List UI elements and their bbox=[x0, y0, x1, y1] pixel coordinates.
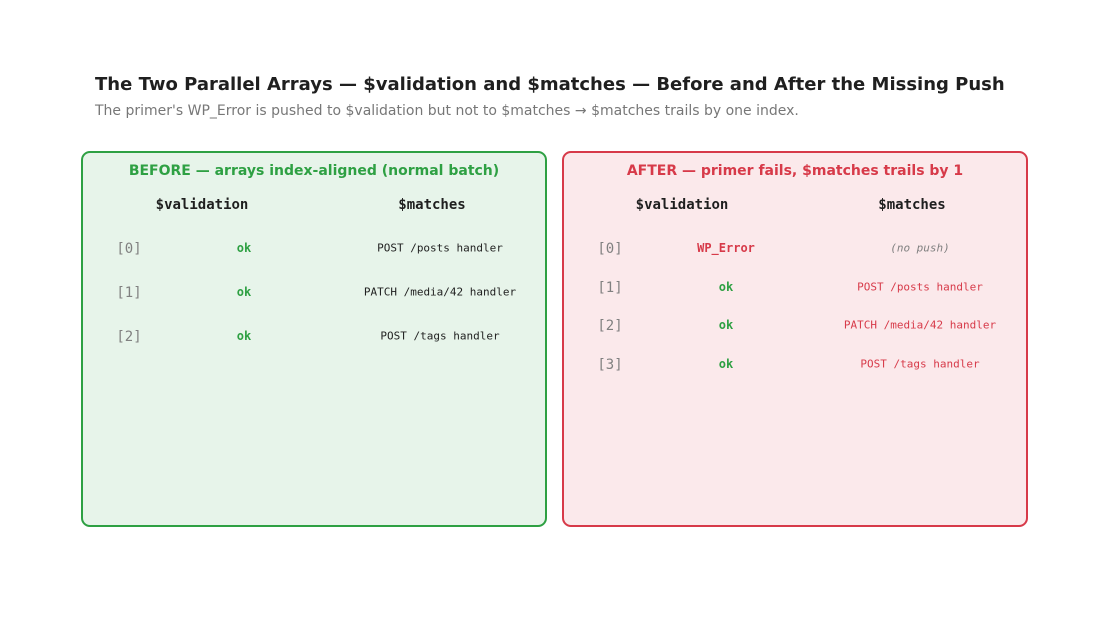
after-row-index: [2] bbox=[597, 318, 623, 334]
before-row-match: PATCH /media/42 handler bbox=[363, 285, 517, 299]
after-row-match-empty: (no push) bbox=[890, 241, 950, 255]
page-subtitle: The primer's WP_Error is pushed to $vali… bbox=[95, 103, 799, 119]
before-row-validation: ok bbox=[236, 285, 252, 299]
before-row-validation: ok bbox=[236, 241, 252, 255]
after-row-match: PATCH /media/42 handler bbox=[843, 318, 997, 332]
after-row-validation: ok bbox=[718, 280, 734, 294]
after-row-match: POST /posts handler bbox=[857, 280, 983, 294]
after-row-validation: ok bbox=[718, 357, 734, 371]
after-validation-column-header: $validation bbox=[635, 197, 729, 213]
before-row-index: [1] bbox=[116, 285, 142, 301]
before-validation-column-header: $validation bbox=[155, 197, 249, 213]
after-row-index: [1] bbox=[597, 280, 623, 296]
before-row-validation: ok bbox=[236, 329, 252, 343]
before-panel: BEFORE — arrays index-aligned (normal ba… bbox=[81, 151, 547, 527]
before-row-match: POST /tags handler bbox=[380, 329, 500, 343]
before-panel-heading: BEFORE — arrays index-aligned (normal ba… bbox=[128, 163, 500, 179]
after-panel-heading: AFTER — primer fails, $matches trails by… bbox=[626, 163, 964, 179]
after-row-validation-error: WP_Error bbox=[697, 241, 755, 255]
after-row-match: POST /tags handler bbox=[860, 357, 980, 371]
after-matches-column-header: $matches bbox=[878, 197, 946, 213]
after-row-index: [3] bbox=[597, 357, 623, 373]
after-row-index: [0] bbox=[597, 241, 623, 257]
before-row-index: [0] bbox=[116, 241, 142, 257]
before-row-index: [2] bbox=[116, 329, 142, 345]
after-panel: AFTER — primer fails, $matches trails by… bbox=[562, 151, 1028, 527]
before-matches-column-header: $matches bbox=[398, 197, 466, 213]
before-row-match: POST /posts handler bbox=[377, 241, 503, 255]
page-title: The Two Parallel Arrays — $validation an… bbox=[95, 74, 1005, 95]
after-row-validation: ok bbox=[718, 318, 734, 332]
